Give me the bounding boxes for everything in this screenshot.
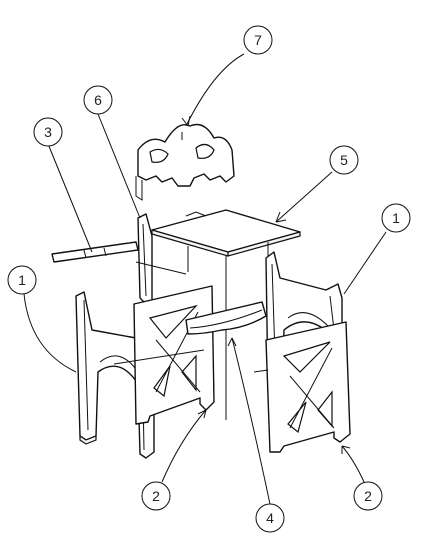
callout-circle: [243, 25, 273, 55]
callout-c4: 4: [255, 503, 285, 533]
callout-c5: 5: [329, 145, 359, 175]
callout-label: 6: [94, 92, 102, 108]
callout-c6: 6: [83, 85, 113, 115]
callout-layer: 1 1 2 2 3 4 5 6 7: [7, 25, 411, 533]
callout-circle: [329, 145, 359, 175]
callout-label: 1: [392, 210, 400, 226]
callout-circle: [141, 481, 171, 511]
callout-label: 7: [254, 32, 262, 48]
callout-c1-left: 1: [7, 265, 37, 295]
callout-c3: 3: [33, 117, 63, 147]
callout-circle: [7, 265, 37, 295]
callout-c7: 7: [243, 25, 273, 55]
callout-circle: [255, 503, 285, 533]
part-5-seat-panel: [151, 209, 301, 420]
callout-circle: [381, 203, 411, 233]
part-2-right-x-panel: [253, 321, 351, 453]
callout-circle: [33, 117, 63, 147]
callout-label: 2: [364, 488, 372, 504]
leader-lines: [23, 53, 387, 505]
callout-label: 1: [18, 272, 26, 288]
callout-c2-right: 2: [353, 481, 383, 511]
callout-label: 3: [44, 124, 52, 140]
part-6-vertical-slat: [137, 213, 153, 305]
callout-label: 5: [340, 152, 348, 168]
callout-circle: [353, 481, 383, 511]
callout-c2-left: 2: [141, 481, 171, 511]
callout-circle: [83, 85, 113, 115]
callout-c1-right: 1: [381, 203, 411, 233]
callout-label: 4: [266, 510, 274, 526]
callout-label: 2: [152, 488, 160, 504]
part-3-horizontal-slat: [51, 241, 187, 275]
part-7-backrest-crest: [135, 123, 235, 201]
part-4-curved-support: [185, 301, 267, 335]
